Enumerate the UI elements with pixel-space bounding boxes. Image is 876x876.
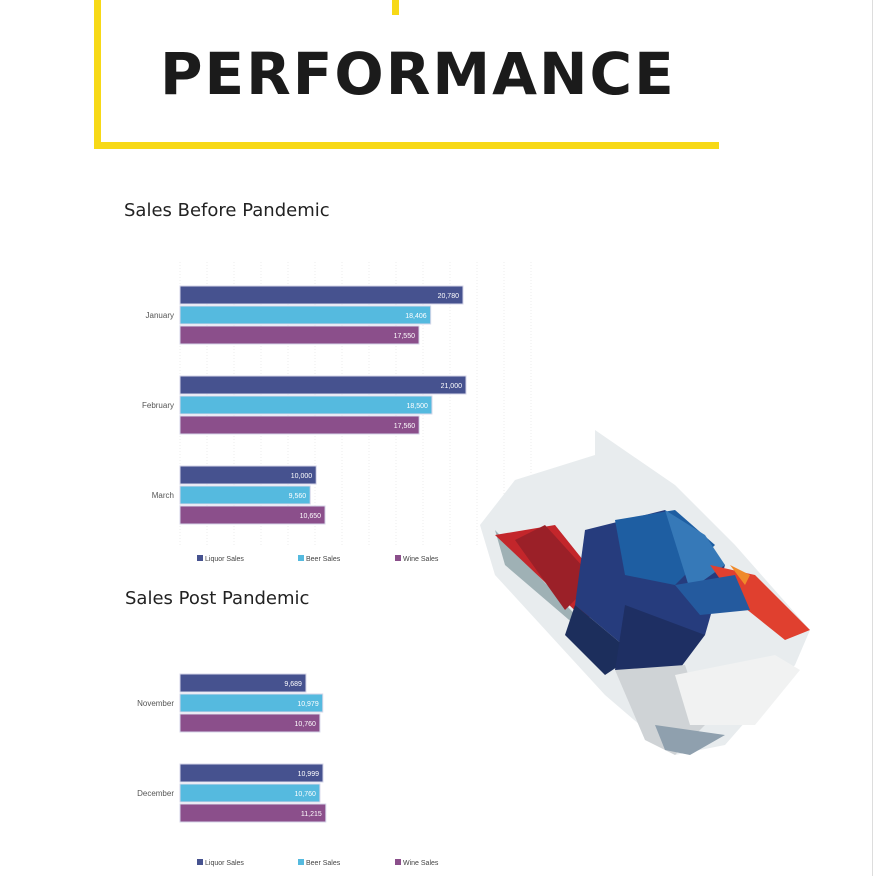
yellow-frame-bottom [94, 142, 719, 149]
bar-wine-sales [179, 415, 420, 435]
legend-label: Beer Sales [306, 556, 341, 563]
bar-beer-sales [179, 305, 432, 325]
data-label: 9,689 [284, 681, 302, 688]
data-label: 10,999 [298, 771, 320, 778]
legend-label: Wine Sales [403, 556, 439, 563]
data-label: 11,215 [301, 811, 322, 818]
category-label: December [137, 789, 174, 798]
bar-wine-sales [179, 505, 326, 525]
bar-liquor-sales [179, 465, 317, 485]
legend-label: Liquor Sales [205, 556, 244, 563]
legend-label: Liquor Sales [205, 860, 244, 867]
chart-title-before: Sales Before Pandemic [124, 200, 330, 221]
bar-beer-sales [179, 485, 311, 505]
category-label: March [152, 491, 174, 500]
bar-wine-sales [179, 713, 321, 733]
legend-swatch [197, 555, 203, 561]
legend-label: Wine Sales [403, 860, 439, 867]
legend-swatch [395, 555, 401, 561]
data-label: 18,500 [407, 403, 429, 410]
bar-liquor-sales [179, 673, 307, 693]
data-label: 21,000 [441, 383, 463, 390]
data-label: 10,760 [294, 791, 316, 798]
bar-beer-sales [179, 783, 321, 803]
decorative-map-graphic [480, 430, 810, 755]
page-edge [872, 0, 873, 876]
data-label: 17,550 [394, 333, 416, 340]
chart-title-post: Sales Post Pandemic [125, 588, 310, 609]
legend-swatch [197, 859, 203, 865]
legend-swatch [395, 859, 401, 865]
bar-beer-sales [179, 693, 324, 713]
bar-liquor-sales [179, 375, 467, 395]
data-label: 10,650 [300, 513, 322, 520]
bar-liquor-sales [179, 285, 464, 305]
page-title: PERFORMANCE [160, 40, 676, 108]
data-label: 20,780 [438, 293, 460, 300]
data-label: 18,406 [405, 313, 427, 320]
bar-beer-sales [179, 395, 433, 415]
yellow-frame-left [94, 0, 101, 149]
data-label: 9,560 [289, 493, 307, 500]
legend-swatch [298, 859, 304, 865]
bar-wine-sales [179, 803, 327, 823]
data-label: 10,979 [297, 701, 319, 708]
data-label: 17,560 [394, 423, 416, 430]
legend-label: Beer Sales [306, 860, 341, 867]
yellow-frame-tick [392, 0, 399, 15]
data-label: 10,000 [291, 473, 313, 480]
legend-swatch [298, 555, 304, 561]
bar-wine-sales [179, 325, 420, 345]
data-label: 10,760 [294, 721, 316, 728]
category-label: February [142, 401, 174, 410]
category-label: January [146, 311, 174, 320]
category-label: November [137, 699, 174, 708]
bar-liquor-sales [179, 763, 324, 783]
